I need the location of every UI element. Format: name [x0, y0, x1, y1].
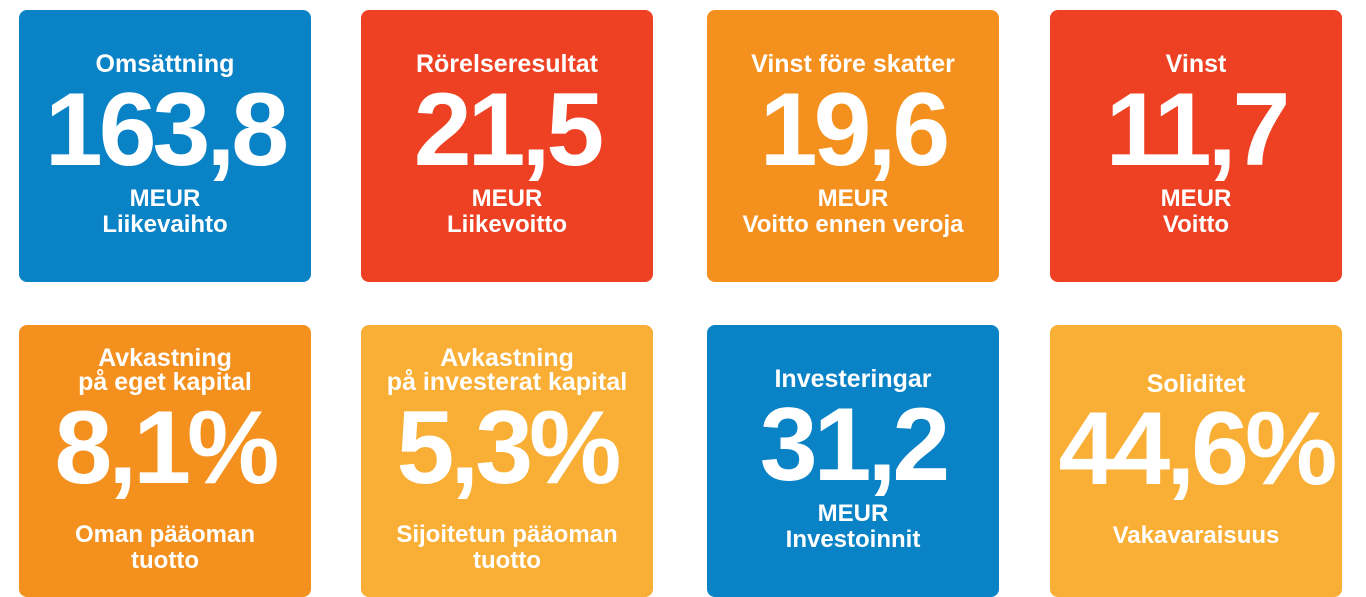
- tile-caption: Voitto: [1162, 211, 1230, 239]
- tile-title: Vinst: [1165, 50, 1227, 79]
- kpi-tile: Avkastning på investerat kapital 5,3% Sijoi…: [361, 325, 653, 597]
- tile-caption: Liikevoitto: [446, 211, 567, 239]
- tile-caption: tuotto: [131, 547, 199, 575]
- tile-caption: Investoinnit: [785, 526, 921, 554]
- tile-title: Rörelseresultat: [415, 50, 599, 79]
- tile-value: 11,7: [1105, 72, 1291, 189]
- tile-title: Avkastning: [440, 344, 574, 373]
- kpi-tile: Vinst 11,7 MEUR Voitto: [1050, 10, 1342, 282]
- tile-title: Vinst före skatter: [751, 50, 955, 79]
- tile-caption: MEUR: [471, 184, 543, 212]
- tile-title: på investerat kapital: [386, 368, 628, 397]
- tile-caption: MEUR: [129, 184, 201, 212]
- tile-caption: Oman pääoman: [74, 520, 256, 548]
- tile-caption: MEUR: [817, 499, 889, 527]
- tile-caption: Vakavaraisuus: [1112, 522, 1280, 550]
- tile-value: 163,8: [44, 72, 289, 189]
- kpi-tile: Rörelseresultat 21,5 MEUR Liikevoitto: [361, 10, 653, 282]
- tile-caption: MEUR: [1160, 184, 1232, 212]
- tile-title: Investeringar: [774, 365, 932, 394]
- tile-title: på eget kapital: [78, 368, 252, 397]
- tile-caption: tuotto: [473, 547, 541, 575]
- kpi-tile: Avkastning på eget kapital 8,1% Oman pääoma…: [19, 325, 311, 597]
- tile-value: 19,6: [759, 72, 950, 189]
- tile-title: Avkastning: [98, 344, 232, 373]
- tile-title: Soliditet: [1146, 369, 1246, 398]
- tile-value: 21,5: [413, 72, 604, 189]
- kpi-tile: Vinst före skatter 19,6 MEUR Voitto ennen v…: [707, 10, 999, 282]
- kpi-tile: Omsättning 163,8 MEUR Liikevaihto: [19, 10, 311, 282]
- tile-caption: Voitto ennen veroja: [742, 211, 964, 239]
- kpi-tile: Soliditet 44,6% Vakavaraisuus: [1050, 325, 1342, 597]
- tile-caption: Sijoitetun pääoman: [396, 520, 618, 548]
- tile-value: 31,2: [759, 387, 950, 504]
- tile-caption: MEUR: [817, 184, 889, 212]
- tile-title: Omsättning: [95, 50, 235, 79]
- tile-value: 5,3%: [396, 389, 621, 506]
- tile-value: 44,6%: [1058, 391, 1338, 508]
- kpi-tile: Investeringar 31,2 MEUR Investoinnit: [707, 325, 999, 597]
- tile-value: 8,1%: [54, 389, 279, 506]
- tile-caption: Liikevaihto: [102, 211, 228, 239]
